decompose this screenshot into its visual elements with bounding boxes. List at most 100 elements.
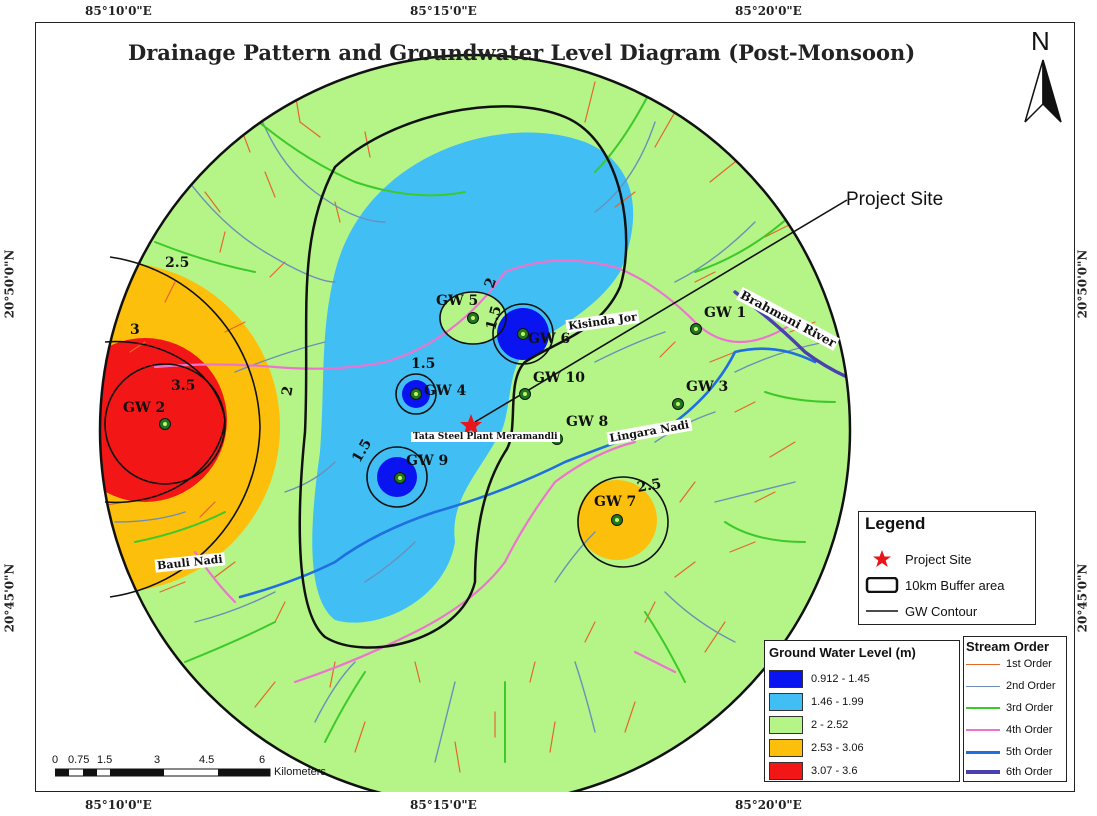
stream-order-label: 5th Order (1006, 746, 1053, 758)
gw-7-label: GW 7 (594, 494, 637, 510)
gw-10-marker (519, 388, 531, 400)
scale-tick-1.5: 1.5 (97, 754, 113, 766)
legend-item-label: Project Site (905, 551, 972, 567)
gw-4-label: GW 4 (424, 383, 467, 399)
study-area-boundary (98, 53, 852, 792)
gw-1-label: GW 1 (704, 305, 747, 321)
gwl-class-label: 0.912 - 1.45 (811, 673, 870, 685)
gwl-swatch-2 (769, 693, 803, 711)
gwl-class-4: 2.53 - 3.06 (769, 738, 864, 758)
scale-tick-0.75: 0.75 (68, 754, 90, 766)
scale-unit-label: Kilometers (274, 766, 326, 778)
gwl-class-label: 3.07 - 3.6 (811, 765, 858, 777)
gw-9-label: GW 9 (406, 453, 449, 469)
stream-order-label: 6th Order (1006, 766, 1053, 778)
coord-left-1: 20°50'0"N (2, 249, 17, 319)
gw-7-marker (611, 514, 623, 526)
stream-order-1: 1st Order (966, 655, 1052, 673)
stream-line-2-icon (966, 685, 1000, 687)
gwl-swatch-1 (769, 670, 803, 688)
gwl-swatch-3 (769, 716, 803, 734)
project-site-callout-line (474, 199, 848, 423)
stream-order-6: 6th Order (966, 763, 1052, 781)
gwl-class-label: 2 - 2.52 (811, 719, 849, 731)
gw-wells (159, 312, 702, 526)
gw-6-label: GW 6 (528, 331, 571, 347)
north-arrow-icon (1024, 59, 1062, 123)
coord-top-1: 85°10'0"E (85, 4, 152, 18)
stream-order-label: 2nd Order (1006, 680, 1056, 692)
contour-label-1.5-gw4: 1.5 (411, 356, 436, 372)
gw-10-label: GW 10 (533, 370, 586, 386)
groundwater-legend: Ground Water Level (m) 0.912 - 1.45 1.46… (764, 640, 960, 782)
map-canvas[interactable] (35, 22, 1075, 792)
gw-9-marker (394, 472, 406, 484)
stream-line-3-icon (966, 707, 1000, 709)
coord-right-2: 20°45'0"N (1075, 563, 1090, 633)
scale-tick-0: 0 (52, 754, 59, 766)
gw-3-marker (672, 398, 684, 410)
gwl-swatch-5 (769, 762, 803, 780)
gw-5-marker (467, 312, 479, 324)
legend-item-label: GW Contour (905, 603, 978, 619)
groundwater-legend-title: Ground Water Level (m) (769, 645, 916, 660)
coord-left-2: 20°45'0"N (2, 563, 17, 633)
gw-contours (104, 256, 669, 598)
gw-4-marker (410, 388, 422, 400)
legend-item-contour: GW Contour (865, 602, 977, 620)
stream-order-5: 5th Order (966, 743, 1052, 761)
contour-line-icon (865, 603, 899, 619)
legend-title: Legend (865, 514, 926, 533)
contour-label-3: 3 (130, 322, 140, 338)
gwl-swatch-4 (769, 739, 803, 757)
scale-bar-graphic (55, 768, 271, 777)
scale-tick-6: 6 (259, 754, 266, 766)
gw-6-marker (517, 328, 529, 340)
coord-bottom-2: 85°15'0"E (410, 798, 477, 812)
plant-label: Tata Steel Plant Meramandli (411, 432, 560, 442)
coord-top-3: 85°20'0"E (735, 4, 802, 18)
gw-3-label: GW 3 (686, 379, 729, 395)
gwl-class-2: 1.46 - 1.99 (769, 692, 864, 712)
legend: Legend Project Site 10km Buffer area GW … (858, 511, 1036, 625)
gwl-class-1: 0.912 - 1.45 (769, 669, 870, 689)
gwl-class-label: 2.53 - 3.06 (811, 742, 864, 754)
gwl-class-3: 2 - 2.52 (769, 715, 848, 735)
gw-2-label: GW 2 (123, 400, 166, 416)
coord-top-2: 85°15'0"E (410, 4, 477, 18)
stream-line-1-icon (966, 663, 1000, 665)
buffer-10km-outline (298, 105, 628, 649)
coord-right-1: 20°50'0"N (1075, 249, 1090, 319)
buffer-symbol-icon (865, 577, 899, 593)
gw-5-label: GW 5 (436, 293, 479, 309)
project-site-star-icon (460, 414, 482, 435)
scale-tick-4.5: 4.5 (199, 754, 215, 766)
stream-order-2: 2nd Order (966, 677, 1056, 695)
stream-order-4: 4th Order (966, 721, 1052, 739)
project-site-callout: Project Site (846, 189, 944, 210)
stream-line-6-icon (966, 770, 1000, 774)
stream-order-label: 4th Order (1006, 724, 1053, 736)
coord-bottom-3: 85°20'0"E (735, 798, 802, 812)
gw-1-marker (690, 323, 702, 335)
coord-bottom-1: 85°10'0"E (85, 798, 152, 812)
stream-order-title: Stream Order (966, 639, 1050, 654)
stream-line-4-icon (966, 729, 1000, 731)
legend-item-buffer: 10km Buffer area (865, 576, 1004, 594)
gw-8-label: GW 8 (566, 414, 609, 430)
gw-2-marker (159, 418, 171, 430)
star-icon (865, 550, 899, 567)
stream-order-label: 1st Order (1006, 658, 1052, 670)
stream-line-5-icon (966, 750, 1000, 754)
gwl-zone-1.46-1.99 (312, 132, 634, 623)
gwl-zone-3.07-3.6 (100, 338, 227, 502)
map-title: Drainage Pattern and Groundwater Level D… (128, 40, 916, 65)
north-letter: N (1031, 26, 1050, 56)
stream-order-label: 3rd Order (1006, 702, 1054, 714)
stream-order-legend: Stream Order 1st Order 2nd Order 3rd Ord… (963, 636, 1067, 782)
gwl-class-5: 3.07 - 3.6 (769, 761, 857, 781)
gwl-class-label: 1.46 - 1.99 (811, 696, 864, 708)
legend-item-label: 10km Buffer area (905, 577, 1005, 593)
contour-label-2.5-west: 2.5 (165, 255, 190, 271)
scale-tick-3: 3 (154, 754, 161, 766)
